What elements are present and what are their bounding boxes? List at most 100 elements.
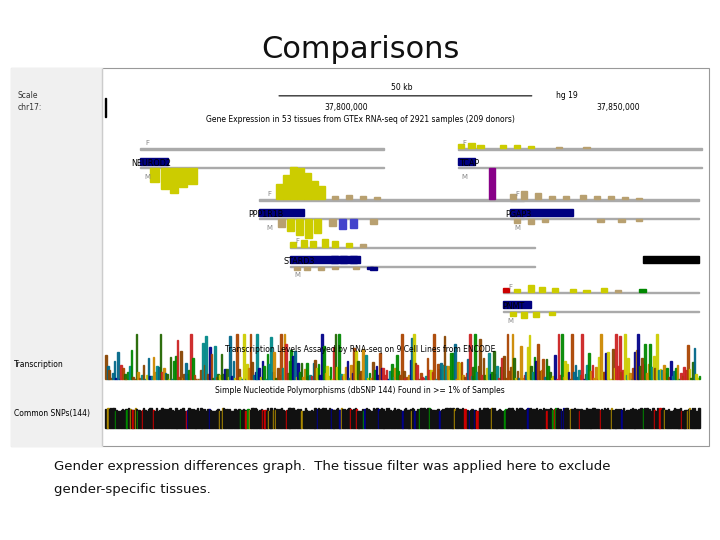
Bar bbox=[376, 366, 377, 379]
Bar bbox=[593, 378, 595, 379]
Bar bbox=[467, 410, 468, 429]
Bar bbox=[154, 372, 156, 379]
Bar bbox=[206, 411, 207, 429]
Bar bbox=[151, 376, 153, 379]
Bar bbox=[360, 371, 362, 379]
Bar bbox=[359, 411, 360, 429]
Text: gender-specific tissues.: gender-specific tissues. bbox=[54, 483, 211, 496]
Bar bbox=[572, 410, 574, 429]
Bar bbox=[289, 361, 291, 379]
Bar bbox=[290, 256, 360, 263]
Bar bbox=[406, 377, 408, 379]
Bar bbox=[563, 408, 564, 429]
Bar bbox=[370, 378, 372, 379]
Bar bbox=[645, 409, 647, 429]
Bar bbox=[143, 408, 145, 429]
Bar bbox=[266, 354, 269, 379]
Bar bbox=[549, 372, 551, 379]
Bar bbox=[415, 410, 417, 429]
Bar bbox=[146, 375, 148, 379]
Bar bbox=[168, 410, 169, 429]
Bar bbox=[697, 378, 699, 379]
Bar bbox=[332, 267, 338, 269]
Bar bbox=[552, 375, 554, 379]
Bar bbox=[120, 411, 121, 429]
Bar bbox=[603, 408, 605, 429]
Bar bbox=[447, 367, 449, 379]
Bar bbox=[668, 377, 670, 379]
Bar bbox=[112, 408, 114, 429]
Bar bbox=[138, 372, 139, 379]
Bar bbox=[658, 370, 660, 379]
Bar bbox=[620, 409, 621, 429]
Bar bbox=[421, 410, 423, 429]
Bar bbox=[423, 378, 425, 379]
Bar bbox=[528, 219, 534, 224]
Bar bbox=[243, 409, 244, 429]
Bar bbox=[372, 410, 373, 429]
Bar bbox=[11, 68, 709, 446]
Bar bbox=[187, 410, 189, 429]
Bar bbox=[596, 409, 598, 429]
Bar bbox=[288, 408, 289, 429]
Bar bbox=[428, 370, 430, 379]
Bar bbox=[280, 334, 282, 379]
Bar bbox=[518, 411, 519, 429]
Bar bbox=[685, 410, 687, 429]
Bar bbox=[397, 370, 400, 379]
Bar bbox=[386, 408, 387, 429]
Bar bbox=[290, 350, 292, 379]
Bar bbox=[130, 409, 131, 429]
Bar bbox=[411, 338, 413, 379]
Bar bbox=[503, 292, 698, 293]
Bar bbox=[503, 411, 504, 429]
Bar bbox=[573, 372, 575, 379]
Bar bbox=[583, 290, 590, 292]
Bar bbox=[599, 411, 600, 429]
Bar bbox=[523, 375, 526, 379]
Bar bbox=[546, 411, 548, 429]
Bar bbox=[156, 408, 158, 429]
Bar bbox=[247, 409, 248, 429]
Bar bbox=[331, 409, 333, 429]
Bar bbox=[521, 312, 527, 318]
Bar bbox=[496, 367, 498, 379]
Bar bbox=[361, 411, 362, 429]
Bar bbox=[557, 334, 559, 379]
Bar bbox=[279, 409, 280, 429]
Bar bbox=[332, 195, 338, 199]
Bar bbox=[306, 410, 307, 429]
Bar bbox=[305, 408, 306, 429]
Bar bbox=[253, 411, 255, 429]
Bar bbox=[387, 409, 388, 429]
Bar bbox=[640, 408, 642, 429]
Bar bbox=[275, 377, 277, 379]
Text: M: M bbox=[514, 225, 520, 231]
Bar bbox=[651, 367, 653, 379]
Bar bbox=[230, 411, 231, 429]
Text: Transcription Levels Assayed by RNA-seq on 9 Cell Lines from ENCODE: Transcription Levels Assayed by RNA-seq … bbox=[225, 345, 495, 354]
Bar bbox=[606, 353, 607, 379]
Bar bbox=[595, 367, 597, 379]
Bar bbox=[488, 353, 490, 379]
Bar bbox=[262, 410, 264, 429]
Bar bbox=[627, 358, 629, 379]
Text: M: M bbox=[144, 174, 150, 180]
Bar bbox=[449, 408, 450, 429]
Bar bbox=[293, 408, 294, 429]
Bar bbox=[179, 377, 180, 379]
Bar bbox=[598, 219, 604, 222]
Bar bbox=[613, 411, 614, 429]
Bar bbox=[405, 408, 406, 429]
Bar bbox=[166, 374, 168, 379]
Bar bbox=[471, 376, 472, 379]
Bar bbox=[300, 409, 302, 429]
Bar bbox=[212, 377, 214, 379]
Bar bbox=[495, 374, 496, 379]
Bar bbox=[342, 409, 343, 429]
Bar bbox=[518, 378, 520, 379]
Bar bbox=[562, 411, 563, 429]
Bar bbox=[552, 288, 558, 292]
Bar bbox=[141, 411, 142, 429]
Bar bbox=[160, 410, 161, 429]
